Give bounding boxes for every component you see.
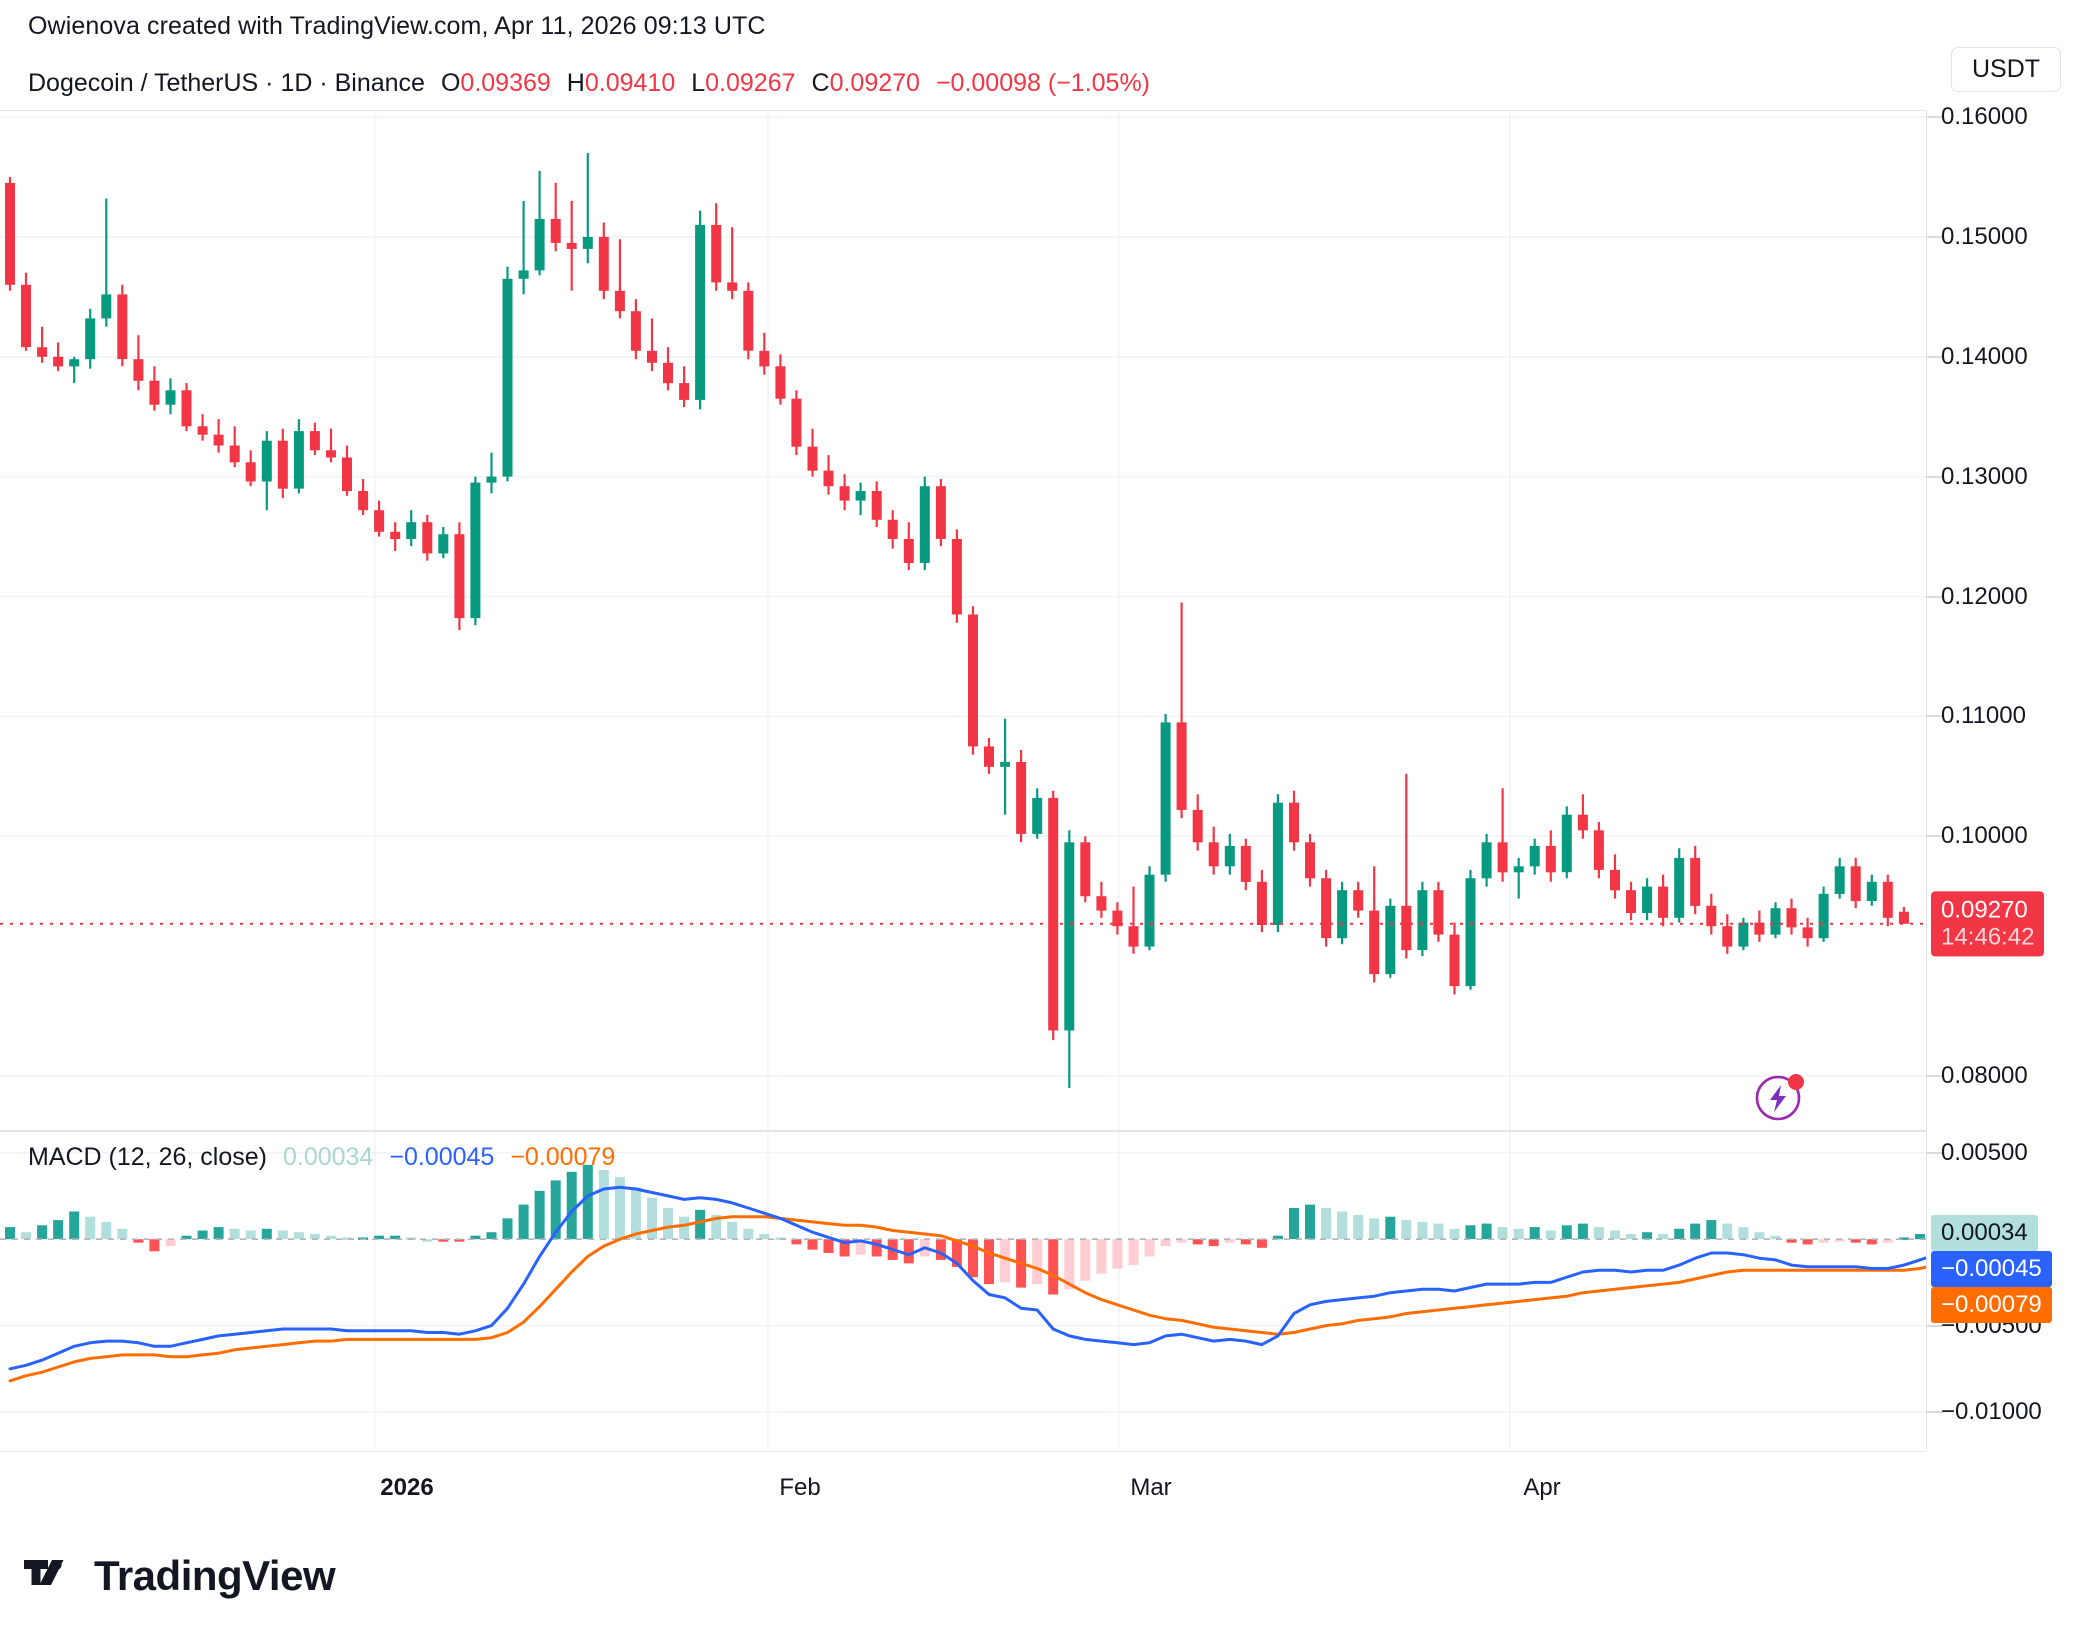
price-axis-label: 0.10000 <box>1941 822 2028 850</box>
credit-line: Owienova created with TradingView.com, A… <box>28 12 766 40</box>
macd-line-badge[interactable]: −0.00045 <box>1931 1251 2052 1288</box>
current-price-badge[interactable]: 0.09270 14:46:42 <box>1931 891 2045 957</box>
close-label: C <box>811 69 830 97</box>
macd-signal-badge[interactable]: −0.00079 <box>1931 1287 2052 1324</box>
low-label: L <box>691 69 706 97</box>
macd-indicator-chart <box>0 1132 1926 1450</box>
low-value: 0.09267 <box>705 69 796 97</box>
price-axis-label: 0.15000 <box>1941 222 2028 250</box>
macd-axis-label: −0.01000 <box>1941 1398 2042 1425</box>
macd-hist-value: 0.00034 <box>282 1143 374 1171</box>
change-value: −0.00098 (−1.05%) <box>935 69 1151 97</box>
price-axis-label: 0.13000 <box>1941 462 2028 490</box>
time-axis-label: 2026 <box>380 1474 434 1501</box>
chart-legend: Dogecoin / TetherUS · 1D · Binance O 0.09… <box>28 69 1150 98</box>
price-pane[interactable] <box>0 111 1926 1130</box>
bar-countdown: 14:46:42 <box>1941 923 2035 951</box>
current-price-value: 0.09270 <box>1941 896 2028 924</box>
price-axis-label: 0.12000 <box>1941 582 2028 610</box>
high-label: H <box>566 69 585 97</box>
candlestick-chart <box>0 111 1926 1130</box>
macd-hist-badge[interactable]: 0.00034 <box>1931 1215 2038 1252</box>
macd-pane[interactable] <box>0 1132 1926 1450</box>
macd-title[interactable]: MACD (12, 26, close) <box>28 1143 267 1171</box>
time-axis-label: Apr <box>1523 1474 1561 1501</box>
macd-axis-label: 0.00500 <box>1941 1138 2028 1166</box>
price-axis[interactable]: USDT 0.16000 0.15000 0.14000 0.13000 0.12000… <box>1926 47 2084 1450</box>
macd-line-value: −0.00045 <box>389 1143 495 1171</box>
macd-signal-value: −0.00079 <box>510 1143 616 1171</box>
time-axis-label: Mar <box>1130 1474 1172 1501</box>
currency-chip[interactable]: USDT <box>1951 47 2062 92</box>
price-axis-label: 0.14000 <box>1941 342 2028 370</box>
lightning-bolt-icon[interactable] <box>1753 1068 1809 1124</box>
open-value: 0.09369 <box>460 69 551 97</box>
tradingview-mark-icon <box>24 1560 64 1585</box>
high-value: 0.09410 <box>584 69 676 97</box>
time-axis-label: Feb <box>779 1474 821 1501</box>
price-axis-label: 0.11000 <box>1941 702 2026 730</box>
pane-divider <box>0 1130 1926 1132</box>
close-value: 0.09270 <box>829 69 920 97</box>
header-divider <box>0 110 1926 111</box>
price-axis-label: 0.08000 <box>1941 1062 2028 1090</box>
open-label: O <box>440 69 461 97</box>
price-axis-label: 0.16000 <box>1941 103 2028 130</box>
tradingview-logo: TradingView <box>24 1552 336 1600</box>
macd-legend: MACD (12, 26, close) 0.00034 −0.00045 −0… <box>28 1143 615 1172</box>
tradingview-wordmark: TradingView <box>94 1552 336 1599</box>
time-axis[interactable]: 2026 Feb Mar Apr <box>0 1451 1926 1523</box>
symbol-title[interactable]: Dogecoin / TetherUS · 1D · Binance <box>28 69 425 97</box>
